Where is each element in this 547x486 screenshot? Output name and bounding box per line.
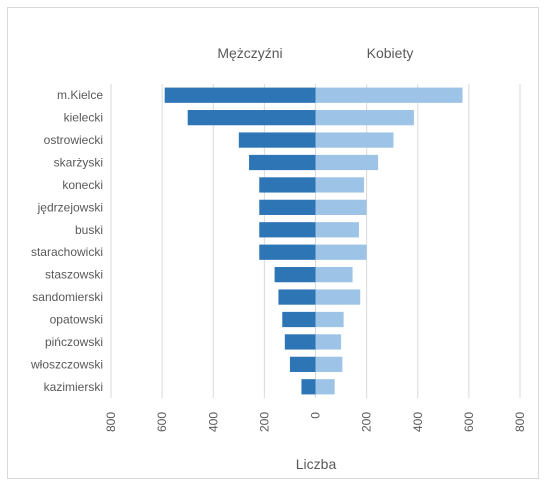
- bar-male: [301, 379, 316, 395]
- x-tick-label: 200: [257, 412, 271, 432]
- bar-male: [187, 110, 316, 126]
- category-label: włoszczowski: [30, 357, 103, 371]
- x-tick-label: 800: [513, 412, 527, 432]
- bar-male: [259, 244, 316, 260]
- category-label: buski: [75, 223, 103, 237]
- x-tick-label: 600: [155, 412, 169, 432]
- bar-female: [315, 356, 343, 372]
- category-labels: m.Kielce kielecki ostrowiecki skarżyski kone…: [30, 88, 103, 394]
- x-tick-label: 200: [360, 412, 374, 432]
- category-label: kazimierski: [44, 380, 103, 394]
- x-axis-title: Liczba: [296, 456, 337, 472]
- category-label: opatowski: [50, 313, 103, 327]
- bar-male: [259, 199, 316, 215]
- bar-female: [315, 334, 342, 350]
- bar-male: [249, 154, 316, 171]
- category-label: staszowski: [45, 268, 103, 282]
- category-label: skarżyski: [54, 156, 103, 170]
- category-label: kielecki: [64, 111, 103, 125]
- bars: [164, 87, 463, 395]
- series-label-left: Mężczyźni: [217, 45, 282, 61]
- bar-male: [284, 334, 316, 350]
- x-tick-label: 600: [462, 412, 476, 432]
- bar-female: [315, 289, 361, 305]
- bar-male: [274, 267, 316, 283]
- category-label: starachowicki: [31, 245, 103, 259]
- category-label: m.Kielce: [57, 88, 103, 102]
- bar-female: [315, 154, 379, 171]
- bar-male: [164, 87, 316, 103]
- x-tick-label: 400: [411, 412, 425, 432]
- category-label: konecki: [62, 178, 103, 192]
- x-tick-labels: 800 600 400 200 0 200 400 600 800: [104, 412, 527, 432]
- bar-female: [315, 379, 335, 395]
- category-label: ostrowiecki: [44, 133, 103, 147]
- bar-female: [315, 199, 367, 215]
- bar-male: [259, 222, 316, 238]
- x-tick-label: 400: [206, 412, 220, 432]
- bar-female: [315, 87, 463, 103]
- bar-female: [315, 244, 367, 260]
- gridlines: [110, 84, 521, 398]
- bar-female: [315, 222, 359, 238]
- bar-male: [259, 177, 316, 193]
- bar-male: [278, 289, 316, 305]
- category-label: pińczowski: [45, 335, 103, 349]
- bar-male: [238, 132, 316, 148]
- bar-female: [315, 267, 353, 283]
- x-tick-label: 0: [309, 412, 323, 419]
- bar-female: [315, 177, 365, 193]
- chart-frame: [7, 7, 539, 479]
- bar-male: [289, 356, 316, 372]
- series-label-right: Kobiety: [367, 45, 414, 61]
- bar-male: [282, 311, 316, 328]
- bar-female: [315, 132, 394, 148]
- category-label: jędrzejowski: [37, 200, 103, 214]
- category-label: sandomierski: [32, 290, 103, 304]
- bar-female: [315, 110, 414, 126]
- x-tick-label: 800: [104, 412, 118, 432]
- bar-female: [315, 311, 344, 328]
